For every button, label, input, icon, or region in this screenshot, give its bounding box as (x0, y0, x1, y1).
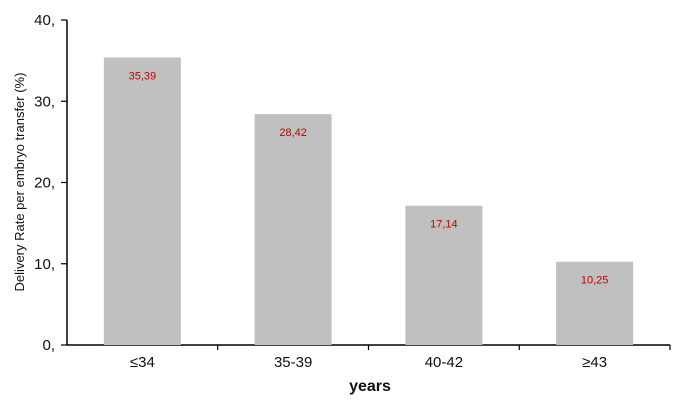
bar (254, 114, 332, 346)
bars: 35,39 28,42 17,14 10,25 (103, 57, 634, 346)
x-tick-labels: ≤34 35-39 40-42 ≥43 (130, 345, 671, 371)
x-tick-label: ≥43 (582, 354, 607, 371)
bar (103, 57, 181, 346)
y-tick-label: 30, (34, 93, 55, 110)
y-tick-label: 10, (34, 256, 55, 273)
x-axis-title: years (349, 378, 391, 395)
bar-value-label: 10,25 (581, 275, 609, 287)
bar (405, 205, 483, 345)
bar-value-label: 28,42 (279, 127, 307, 139)
y-tick-label: 40, (34, 12, 55, 29)
y-axis-title: Delivery Rate per embryo transfer (%) (12, 73, 27, 292)
x-tick-label: 40-42 (425, 354, 463, 371)
x-tick-label: ≤34 (130, 354, 155, 371)
x-tick-label: 35-39 (274, 354, 312, 371)
y-tick-label: 0, (42, 337, 55, 354)
y-tick-label: 20, (34, 175, 55, 192)
y-tick-labels: 0, 10, 20, 30, 40, (34, 12, 67, 354)
bar-value-label: 35,39 (129, 70, 157, 82)
bar (556, 261, 634, 345)
bar-value-label: 17,14 (430, 219, 458, 231)
